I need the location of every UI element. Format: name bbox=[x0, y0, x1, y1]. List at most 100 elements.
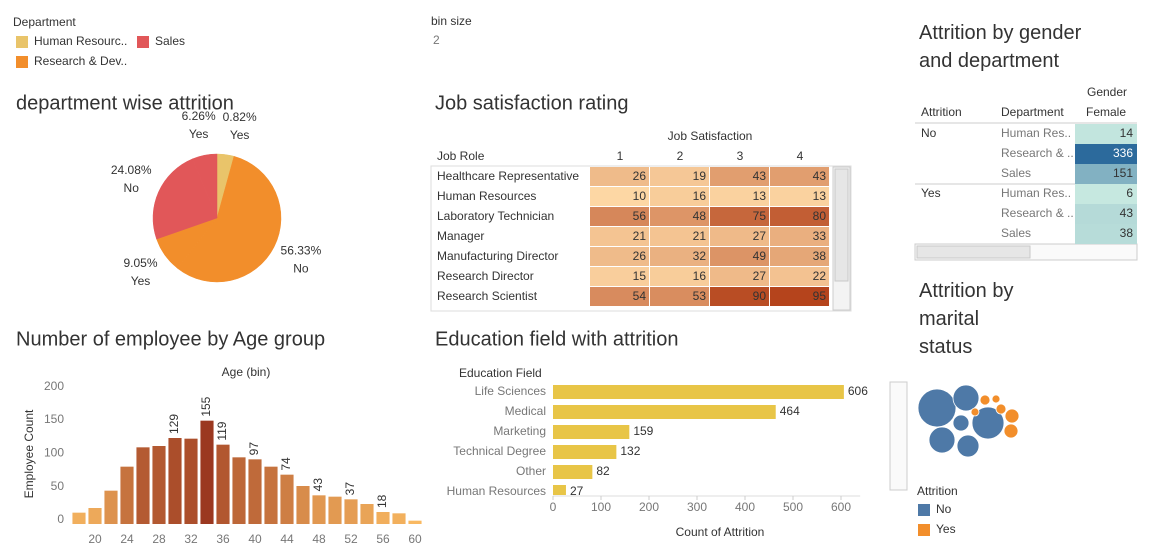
x-tick-label: 600 bbox=[831, 500, 851, 514]
column-label: 2 bbox=[677, 149, 684, 163]
heat-cell bbox=[590, 207, 649, 226]
x-tick-label: 0 bbox=[550, 500, 557, 514]
bar bbox=[392, 513, 406, 524]
row-label: Human Resources bbox=[437, 189, 536, 203]
data-label: 37 bbox=[343, 482, 357, 496]
column-header: Gender bbox=[1087, 85, 1127, 99]
heat-cell bbox=[770, 227, 829, 246]
heat-cell bbox=[650, 267, 709, 286]
y-axis-title: Employee Count bbox=[22, 409, 36, 498]
x-tick-label: 48 bbox=[312, 532, 326, 546]
bar bbox=[553, 425, 630, 439]
row-label: Sales bbox=[1001, 226, 1031, 240]
x-tick-label: 40 bbox=[248, 532, 262, 546]
bar bbox=[553, 485, 566, 495]
heat-cell bbox=[590, 267, 649, 286]
scrollbar[interactable] bbox=[889, 381, 908, 491]
legend-title: Department bbox=[13, 15, 76, 29]
bubble bbox=[979, 394, 991, 406]
legend-swatch bbox=[918, 524, 930, 536]
cell-value: 10 bbox=[633, 189, 647, 203]
row-label: Sales bbox=[1001, 166, 1031, 180]
cell-value: 48 bbox=[693, 209, 707, 223]
legend-label: Research & Dev.. bbox=[34, 54, 127, 68]
cell-value: 13 bbox=[753, 189, 767, 203]
row-header: Attrition bbox=[921, 105, 962, 119]
heat-cell bbox=[650, 207, 709, 226]
cell-value: 43 bbox=[813, 169, 827, 183]
cell-value: 336 bbox=[1113, 146, 1133, 160]
legend-swatch bbox=[16, 36, 28, 48]
bar bbox=[88, 508, 102, 524]
row-label: Research Director bbox=[437, 269, 534, 283]
x-tick-label: 20 bbox=[88, 532, 102, 546]
data-label: 0.82% bbox=[223, 110, 257, 124]
pie-slice bbox=[152, 158, 218, 240]
legend-label: Human Resourc.. bbox=[34, 34, 127, 48]
pie-slice bbox=[192, 153, 218, 219]
table-cell bbox=[1075, 184, 1137, 204]
cell-value: 6 bbox=[1126, 186, 1133, 200]
legend-swatch bbox=[918, 504, 930, 516]
table-frame bbox=[430, 165, 852, 312]
y-tick-label: Marketing bbox=[493, 424, 546, 438]
bar bbox=[280, 474, 294, 524]
group-label: Yes bbox=[921, 186, 941, 200]
x-tick-label: 56 bbox=[376, 532, 390, 546]
heat-cell bbox=[770, 287, 829, 306]
row-label: Research & .. bbox=[1001, 206, 1074, 220]
cell-value: 27 bbox=[753, 269, 767, 283]
cell-value: 21 bbox=[633, 229, 647, 243]
bubble bbox=[917, 388, 957, 428]
data-label: 74 bbox=[279, 457, 293, 471]
bar bbox=[152, 446, 166, 524]
data-label: 155 bbox=[199, 396, 213, 416]
column-label: 1 bbox=[617, 149, 624, 163]
heat-cell bbox=[650, 227, 709, 246]
data-label: 82 bbox=[596, 464, 610, 478]
bar bbox=[184, 438, 198, 524]
x-tick-label: 100 bbox=[591, 500, 611, 514]
y-tick-label: 0 bbox=[57, 512, 64, 526]
heat-cell bbox=[590, 287, 649, 306]
data-label: 606 bbox=[848, 384, 868, 398]
data-label: 43 bbox=[311, 478, 325, 492]
legend-swatch bbox=[16, 56, 28, 68]
bubble bbox=[928, 426, 956, 454]
heatmap-body: Healthcare Representative 26 19 43 43 Human R… bbox=[437, 167, 829, 306]
bubble bbox=[971, 406, 1005, 440]
heat-cell bbox=[770, 267, 829, 286]
chart-title: Job satisfaction rating bbox=[435, 92, 628, 114]
chart-title: Education field with attrition bbox=[435, 328, 678, 350]
cell-value: 27 bbox=[753, 229, 767, 243]
row-title: Job Role bbox=[437, 149, 485, 163]
bubble bbox=[952, 414, 970, 432]
slice-label: Yes bbox=[230, 128, 250, 142]
row-label: Human Res.. bbox=[1001, 186, 1071, 200]
bar bbox=[72, 512, 86, 524]
cell-value: 32 bbox=[693, 249, 707, 263]
x-tick-label: 300 bbox=[687, 500, 707, 514]
data-label: 132 bbox=[620, 444, 640, 458]
x-tick-label: 52 bbox=[344, 532, 358, 546]
bar bbox=[104, 490, 118, 524]
cell-value: 26 bbox=[633, 249, 647, 263]
bar bbox=[296, 486, 310, 524]
bubble bbox=[970, 407, 980, 417]
bar bbox=[232, 457, 246, 524]
param-value[interactable]: 2 bbox=[433, 33, 440, 47]
pie-slice bbox=[177, 155, 282, 283]
scroll-thumb[interactable] bbox=[916, 245, 1031, 259]
cell-value: 16 bbox=[693, 269, 707, 283]
bar bbox=[248, 459, 262, 524]
heat-cell bbox=[770, 247, 829, 266]
heat-cell bbox=[770, 167, 829, 186]
row-label: Healthcare Representative bbox=[437, 169, 579, 183]
chart-title: Attrition by marital status bbox=[919, 280, 1014, 358]
column-label: Female bbox=[1086, 105, 1126, 119]
scroll-thumb[interactable] bbox=[834, 168, 849, 282]
x-tick-label: 28 bbox=[152, 532, 166, 546]
cell-value: 21 bbox=[693, 229, 707, 243]
bubble bbox=[995, 403, 1007, 415]
row-label: Research & .. bbox=[1001, 146, 1074, 160]
